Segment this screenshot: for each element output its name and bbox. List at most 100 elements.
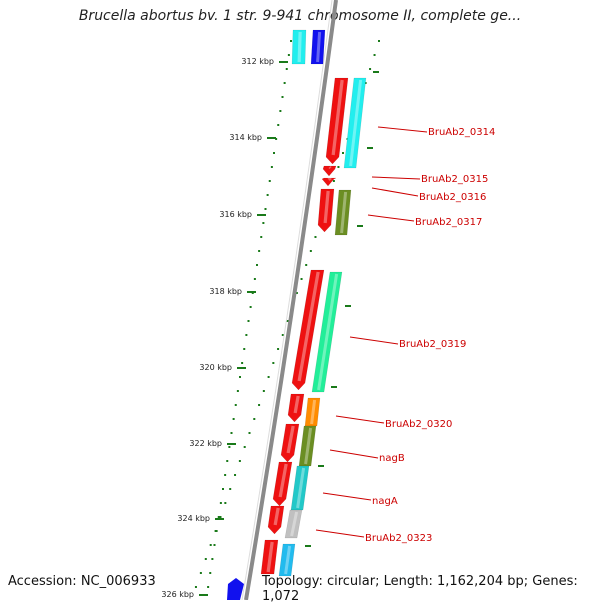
gene-0319-reverse: [311, 271, 343, 393]
gene-0323-forward: [267, 505, 285, 535]
gene-highlight: [316, 31, 322, 63]
scale-label: 324 kbp: [177, 514, 210, 523]
scale-dot: [222, 488, 224, 490]
gene-highlight: [340, 191, 348, 234]
outer-dot: [364, 82, 367, 84]
scale-dot: [234, 404, 237, 406]
outer-dot: [373, 54, 376, 56]
gene-label: BruAb2_0317: [415, 217, 482, 228]
outer-dot: [243, 446, 246, 448]
outer-dot: [204, 558, 207, 560]
leader-line: [335, 415, 385, 424]
scale-dot: [211, 558, 214, 560]
scale-dot: [268, 180, 271, 182]
scale-layer: 312 kbp 314 kbp 316 kbp 318 kbp 320 kbp 322 k…: [161, 40, 380, 599]
gene-0314-forward: [325, 77, 349, 165]
scale-dot: [217, 516, 220, 518]
scale-label: 312 kbp: [241, 57, 274, 66]
gene-highlight: [286, 425, 295, 454]
scale-dot: [260, 236, 263, 238]
scale-dot: [245, 334, 248, 336]
scale-dot: [219, 502, 222, 504]
scale-dot: [266, 194, 269, 196]
scale-dot: [239, 376, 241, 378]
gene-label: nagA: [372, 496, 398, 507]
scale-dot: [258, 250, 261, 252]
outer-dot: [314, 236, 317, 238]
gene-highlight: [304, 427, 313, 465]
scale-dot: [262, 222, 265, 224]
scale-dot: [285, 68, 288, 70]
scale-dot: [275, 138, 278, 140]
gene-highlight: [266, 541, 274, 573]
scale-dot: [283, 82, 286, 84]
scale-dot: [247, 320, 250, 322]
leader-line: [315, 529, 365, 538]
outer-dot: [229, 488, 232, 490]
outer-dot: [300, 278, 303, 280]
gene-label: BruAb2_0314: [428, 127, 495, 138]
outer-dot: [262, 390, 265, 392]
leader-line: [367, 214, 415, 222]
outer-dot: [209, 544, 212, 546]
outer-dot: [194, 586, 197, 588]
gene-0316: [321, 177, 337, 187]
scale-dot: [253, 278, 256, 280]
scale-label: 318 kbp: [209, 287, 242, 296]
outer-dot: [309, 250, 312, 252]
gene-label: BruAb2_0323: [365, 533, 432, 544]
scale-dot: [279, 110, 282, 112]
gene-highlight: [328, 165, 332, 170]
gene-highlight: [284, 545, 292, 575]
scale-dot: [232, 418, 235, 420]
map-title: Brucella abortus bv. 1 str. 9-941 chromo…: [78, 8, 522, 24]
gene-bottom-blue: [227, 578, 244, 600]
scale-label: 316 kbp: [219, 210, 252, 219]
scale-dot: [256, 264, 258, 266]
gene-0315: [322, 165, 337, 177]
scale-dot: [215, 530, 218, 532]
gene-highlight: [317, 273, 339, 391]
scale-dot: [241, 362, 244, 364]
gene-nagB-forward: [280, 423, 300, 463]
scale-dot: [290, 40, 292, 42]
gene-highlight: [278, 463, 288, 498]
gene-bottom-reverse: [278, 543, 296, 577]
feature-layer: [227, 29, 367, 600]
outer-dot: [224, 502, 227, 504]
leader-line: [322, 492, 372, 501]
gene-highlight: [293, 395, 300, 414]
gene-bottom-forward: [260, 539, 279, 575]
gene-label: nagB: [379, 453, 405, 464]
scale-dot: [226, 460, 229, 462]
gene-label: BruAb2_0319: [399, 339, 466, 350]
outer-dot: [238, 460, 241, 462]
gene-label: BruAb2_0315: [421, 174, 488, 185]
scale-label: 326 kbp: [161, 590, 194, 599]
outer-dot: [248, 432, 251, 434]
outer-dot: [281, 334, 284, 336]
gene-highlight: [273, 507, 280, 526]
scale-label: 320 kbp: [199, 363, 232, 372]
outer-dot: [337, 166, 340, 168]
gene-0319-forward: [291, 269, 325, 391]
gene-0323-reverse: [284, 509, 303, 539]
gene-highlight: [323, 190, 330, 224]
gene-highlight: [297, 31, 302, 63]
scale-label: 314 kbp: [229, 133, 262, 142]
outer-dot: [369, 68, 372, 70]
scale-dot: [273, 152, 275, 154]
leader-line: [349, 336, 399, 345]
outer-dot: [286, 320, 289, 322]
gene-label: BruAb2_0320: [385, 419, 452, 430]
outer-dot: [332, 180, 335, 182]
gene-0314-reverse: [343, 77, 367, 169]
scale-dot: [236, 390, 239, 392]
scale-dot: [270, 166, 273, 168]
gene-top-blue: [310, 29, 326, 65]
leader-line: [371, 187, 419, 197]
outer-dot: [342, 152, 344, 154]
scale-dot: [281, 96, 284, 98]
backbone-line: [244, 0, 338, 600]
